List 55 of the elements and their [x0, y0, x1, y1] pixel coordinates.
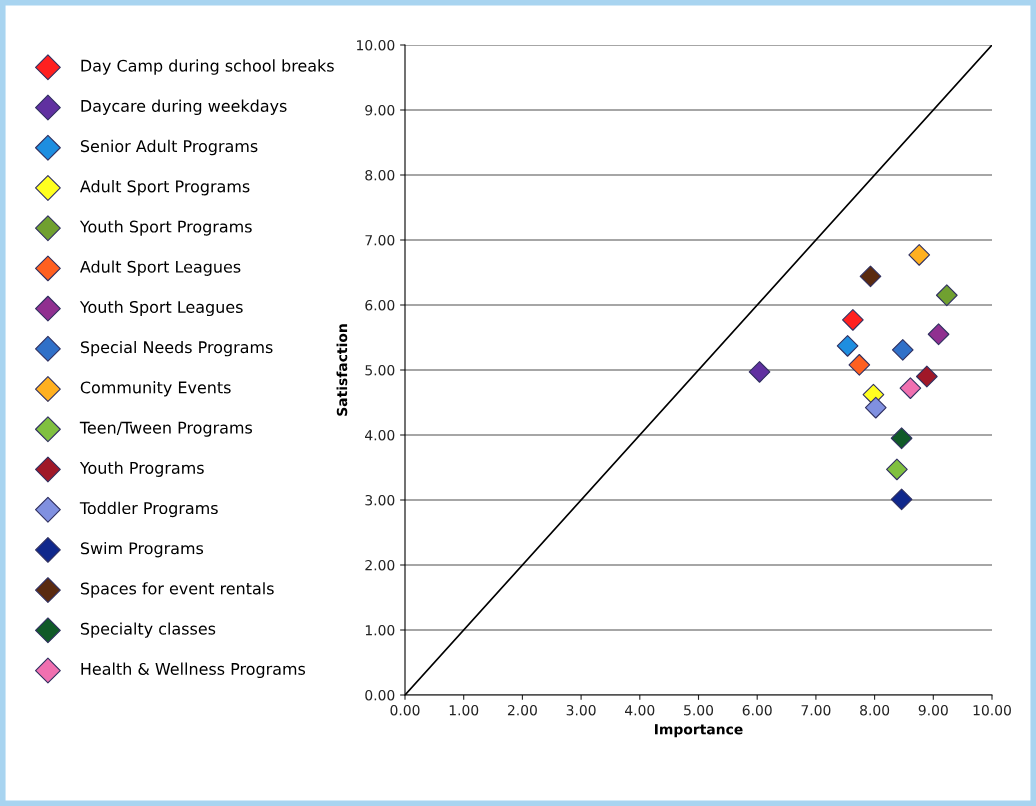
legend-label: Youth Programs — [79, 461, 204, 477]
point — [915, 365, 938, 388]
legend-label: Daycare during weekdays — [81, 99, 287, 116]
legend-label: Youth Sport Leagues — [79, 300, 243, 317]
y-tick-label: 7.00 — [365, 234, 395, 246]
legend-label: Adult Sport Leagues — [80, 260, 241, 276]
point — [842, 309, 864, 331]
legend-label: Community Events — [80, 381, 231, 397]
point — [748, 361, 771, 383]
y-tick-label: 3.00 — [365, 494, 395, 506]
x-tick-label: 5.00 — [684, 704, 714, 716]
legend-label: Spaces for event rentals — [80, 582, 274, 598]
x-tick-label: 2.00 — [507, 704, 537, 716]
y-tick-label: 8.00 — [365, 169, 395, 181]
y-tick-label: 1.00 — [365, 624, 395, 636]
legend-label: Day Camp during school breaks — [81, 59, 334, 75]
legend-label: Special Needs Programs — [80, 340, 273, 357]
point — [927, 323, 950, 346]
x-tick-label: 8.00 — [860, 704, 890, 716]
legend-label: Specialty classes — [80, 622, 216, 638]
x-tick-label: 0.00 — [390, 704, 420, 716]
legend-label: Senior Adult Programs — [80, 139, 258, 156]
legend-label: Teen/Tween Programs — [79, 421, 253, 437]
y-tick-label: 10.00 — [357, 39, 395, 51]
point — [890, 427, 913, 450]
x-tick-label: 6.00 — [742, 704, 772, 716]
legend-label: Youth Sport Programs — [79, 220, 252, 236]
y-tick-label: 5.00 — [365, 364, 395, 376]
point — [891, 338, 914, 361]
x-axis-title: Importance — [655, 724, 743, 738]
y-tick-label: 4.00 — [365, 429, 395, 441]
y-tick-label: 2.00 — [365, 559, 395, 571]
x-tick-label: 7.00 — [801, 704, 831, 716]
point — [886, 458, 908, 481]
point — [864, 396, 887, 419]
y-tick-label: 6.00 — [365, 299, 395, 311]
x-tick-label: 10.00 — [973, 704, 1011, 716]
point — [890, 488, 913, 511]
legend-label: Health & Wellness Programs — [81, 662, 306, 679]
legend-label: Adult Sport Programs — [80, 180, 250, 196]
legend-label: Toddler Programs — [79, 501, 218, 518]
point — [836, 335, 859, 357]
y-tick-label: 9.00 — [365, 104, 395, 116]
x-tick-label: 3.00 — [566, 704, 596, 716]
x-tick-label: 1.00 — [449, 704, 479, 716]
y-axis-title: Satisfaction — [336, 324, 348, 416]
point — [908, 244, 931, 266]
point — [859, 265, 882, 288]
x-tick-label: 4.00 — [625, 704, 655, 716]
point — [848, 353, 871, 376]
point — [935, 284, 958, 307]
y-tick-label: 0.00 — [365, 689, 395, 701]
legend-label: Swim Programs — [80, 541, 204, 558]
x-tick-label: 9.00 — [918, 704, 948, 716]
point — [899, 377, 922, 400]
